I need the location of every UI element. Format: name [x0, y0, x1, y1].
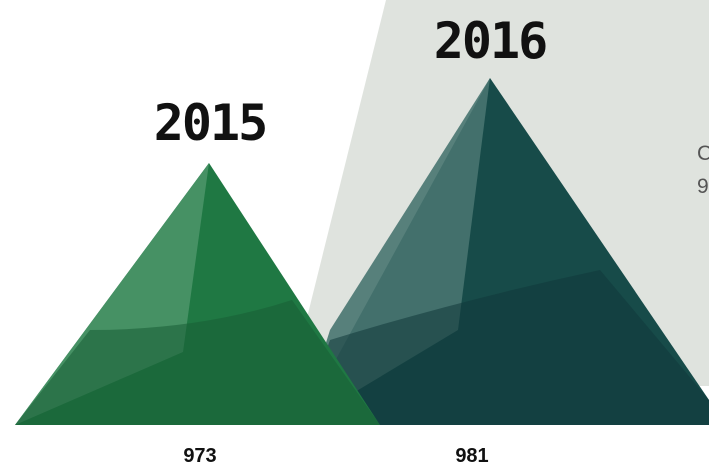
side-text: 9: [697, 175, 709, 198]
side-text: C: [697, 142, 709, 165]
infographic: C 9 2015 2016 973 981: [0, 0, 709, 473]
year-label: 2016: [434, 12, 546, 70]
value-label: 981: [455, 445, 488, 467]
year-label: 2015: [154, 94, 266, 152]
value-label: 973: [183, 445, 216, 467]
